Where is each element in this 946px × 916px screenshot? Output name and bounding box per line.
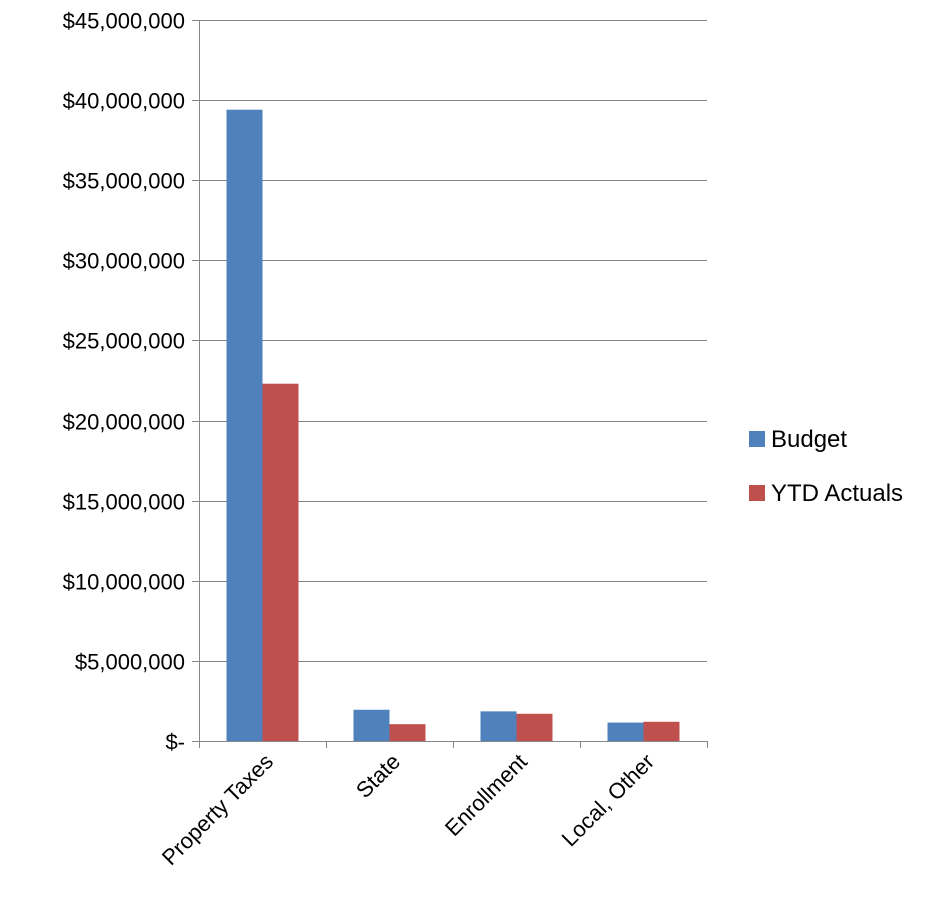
y-tick-label: $40,000,000 bbox=[63, 89, 185, 114]
legend: Budget YTD Actuals bbox=[749, 426, 903, 507]
x-tick-label: Property Taxes bbox=[157, 749, 278, 870]
y-tick-label: $15,000,000 bbox=[63, 490, 185, 515]
bar-ytd-actuals bbox=[389, 724, 426, 741]
bars bbox=[226, 109, 680, 742]
y-tick-label: $25,000,000 bbox=[63, 329, 185, 354]
bar-ytd-actuals bbox=[516, 713, 553, 741]
bar-budget bbox=[226, 109, 263, 742]
bar-budget bbox=[480, 711, 517, 741]
y-tick-label: $30,000,000 bbox=[63, 249, 185, 274]
y-tick-label: $- bbox=[165, 730, 185, 755]
y-tick-label: $45,000,000 bbox=[63, 9, 185, 34]
x-tick-label: State bbox=[351, 749, 405, 803]
bar-ytd-actuals bbox=[262, 383, 299, 741]
y-tick-labels: $- $5,000,000 $10,000,000 $15,000,000 $20,00… bbox=[63, 9, 185, 755]
y-tick-label: $10,000,000 bbox=[63, 570, 185, 595]
y-tick-label: $20,000,000 bbox=[63, 410, 185, 435]
bar-ytd-actuals bbox=[643, 721, 680, 741]
axes bbox=[192, 20, 708, 748]
x-tick-label: Enrollment bbox=[440, 749, 532, 841]
y-tick-label: $35,000,000 bbox=[63, 169, 185, 194]
x-tick-labels: Property Taxes State Enrollment Local, Othe… bbox=[157, 749, 659, 870]
y-tick-label: $5,000,000 bbox=[75, 650, 185, 675]
legend-swatch bbox=[749, 431, 765, 447]
x-tick-label: Local, Other bbox=[557, 749, 659, 851]
bar-budget bbox=[353, 709, 390, 741]
legend-label: YTD Actuals bbox=[771, 480, 903, 507]
legend-swatch bbox=[749, 485, 765, 501]
legend-label: Budget bbox=[771, 426, 847, 453]
bar-budget bbox=[607, 722, 644, 741]
